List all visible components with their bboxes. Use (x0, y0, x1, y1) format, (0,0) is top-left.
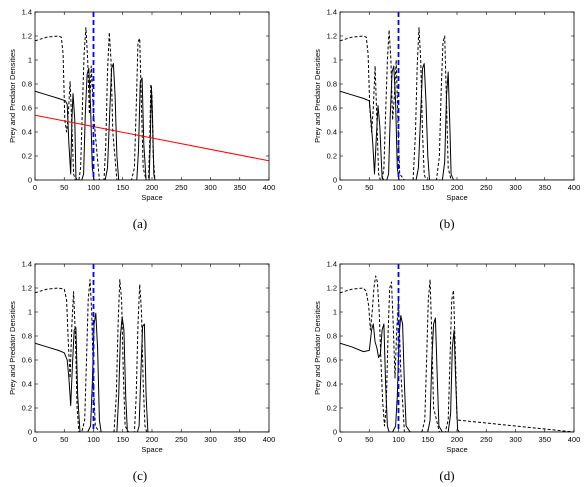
panel-label: (c) (133, 468, 147, 483)
x-axis-label: Space (446, 445, 467, 454)
x-tick-label: 250 (480, 435, 493, 444)
panel-label: (d) (439, 468, 454, 483)
x-tick-label: 200 (146, 435, 159, 444)
y-tick-label: 1.4 (327, 8, 337, 17)
x-tick-label: 50 (60, 435, 68, 444)
y-tick-label: 1.2 (327, 284, 337, 293)
panel-label: (a) (133, 216, 147, 231)
y-tick-label: 1 (333, 308, 337, 317)
y-tick-label: 0.2 (22, 404, 32, 413)
y-tick-label: 0 (28, 428, 32, 437)
chart-panel-b: 0 50 100 150 200 250 300 350 400 0 0.2 0.4 0.6 0.8 1 1.… (313, 8, 580, 232)
x-tick-label: 0 (33, 435, 37, 444)
x-axis-label: Space (141, 445, 162, 454)
x-tick-label: 400 (568, 435, 581, 444)
y-axis-label: Prey and Predator Densities (8, 301, 17, 395)
y-tick-label: 0.8 (22, 332, 32, 341)
y-tick-label: 0.2 (22, 152, 32, 161)
y-tick-label: 1 (28, 308, 32, 317)
y-tick-label: 1 (333, 56, 337, 65)
x-tick-label: 300 (509, 183, 522, 192)
y-tick-label: 0 (333, 176, 337, 185)
chart-panel-d: 0 50 100 150 200 250 300 350 400 0 0.2 0.4 0.6 0.8 1 1.… (313, 260, 580, 484)
y-tick-label: 1.4 (327, 260, 337, 269)
x-tick-label: 200 (451, 435, 464, 444)
x-tick-label: 150 (116, 435, 129, 444)
axes-box (34, 263, 270, 433)
x-tick-label: 250 (480, 183, 493, 192)
x-tick-label: 250 (175, 435, 188, 444)
y-tick-label: 0.4 (22, 380, 32, 389)
chart-panel-c: 0 50 100 150 200 250 300 350 400 0 0.2 0.4 0.6 0.8 1 1.… (8, 260, 275, 484)
plot-area (35, 264, 269, 432)
y-tick-label: 0 (28, 176, 32, 185)
x-tick-label: 0 (338, 183, 342, 192)
y-tick-label: 1.2 (22, 284, 32, 293)
y-tick-label: 0.6 (22, 104, 32, 113)
x-tick-label: 50 (365, 435, 373, 444)
plot-area (35, 12, 269, 180)
x-tick-label: 200 (451, 183, 464, 192)
y-tick-label: 0.4 (327, 128, 337, 137)
y-tick-label: 0.8 (327, 332, 337, 341)
x-tick-label: 400 (263, 183, 276, 192)
prey-density-line (340, 315, 574, 432)
panel-label: (b) (439, 216, 454, 231)
x-tick-label: 300 (204, 183, 217, 192)
y-tick-label: 0.6 (327, 104, 337, 113)
x-tick-label: 300 (509, 435, 522, 444)
prey-density-line (35, 63, 269, 180)
x-tick-label: 50 (365, 183, 373, 192)
x-tick-label: 150 (421, 435, 434, 444)
y-tick-label: 0.4 (327, 380, 337, 389)
red-reference-line (35, 114, 269, 162)
x-tick-label: 100 (392, 183, 405, 192)
y-tick-label: 0.6 (22, 356, 32, 365)
x-tick-label: 350 (538, 183, 551, 192)
x-tick-label: 50 (60, 183, 68, 192)
y-tick-label: 0.8 (22, 80, 32, 89)
x-tick-label: 400 (263, 435, 276, 444)
y-tick-label: 0.4 (22, 128, 32, 137)
y-tick-label: 0.2 (327, 152, 337, 161)
x-tick-label: 100 (392, 435, 405, 444)
y-tick-label: 0.2 (327, 404, 337, 413)
predator-density-line (35, 279, 269, 432)
x-tick-label: 300 (204, 435, 217, 444)
x-tick-label: 350 (233, 435, 246, 444)
y-axis-label: Prey and Predator Densities (313, 301, 322, 395)
y-tick-label: 0.6 (327, 356, 337, 365)
x-tick-label: 200 (146, 183, 159, 192)
x-tick-label: 150 (421, 183, 434, 192)
prey-density-line (35, 312, 269, 432)
x-tick-label: 150 (116, 183, 129, 192)
x-tick-label: 0 (338, 435, 342, 444)
y-tick-label: 0.8 (327, 80, 337, 89)
plot-area (340, 12, 574, 180)
y-tick-label: 1.2 (327, 32, 337, 41)
predator-density-line (340, 275, 574, 432)
y-tick-label: 1 (28, 56, 32, 65)
x-tick-label: 100 (87, 435, 100, 444)
y-tick-label: 0 (333, 428, 337, 437)
x-tick-label: 250 (175, 183, 188, 192)
plot-area (340, 264, 574, 432)
predator-density-line (35, 27, 269, 180)
y-tick-label: 1.4 (22, 8, 32, 17)
x-tick-label: 400 (568, 183, 581, 192)
x-tick-label: 0 (33, 183, 37, 192)
x-axis-label: Space (446, 193, 467, 202)
y-axis-label: Prey and Predator Densities (8, 49, 17, 143)
predator-density-line (340, 27, 574, 180)
x-tick-label: 350 (233, 183, 246, 192)
y-tick-label: 1.4 (22, 260, 32, 269)
x-tick-label: 100 (87, 183, 100, 192)
y-tick-label: 1.2 (22, 32, 32, 41)
y-axis-label: Prey and Predator Densities (313, 49, 322, 143)
x-axis-label: Space (141, 193, 162, 202)
prey-density-line (340, 63, 574, 180)
chart-panel-a: 0 50 100 150 200 250 300 350 400 0 0.2 0.4 0.6 0.8 1 1.… (8, 8, 275, 232)
x-tick-label: 350 (538, 435, 551, 444)
